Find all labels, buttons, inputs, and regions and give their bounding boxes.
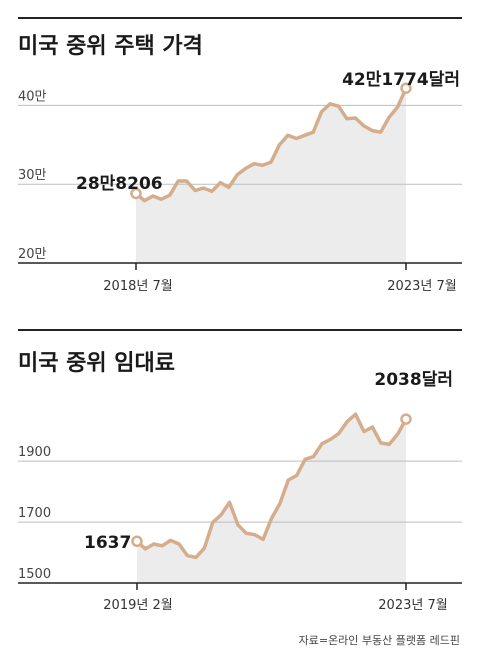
source-note: 자료=온라인 부동산 플랫폼 레드핀 [299, 634, 460, 647]
start-value-label: 28만8206 [76, 174, 163, 194]
y-tick-label: 1700 [18, 506, 51, 521]
end-point-marker [400, 82, 412, 94]
end-point-marker [400, 413, 412, 425]
x-tick-label: 2023년 7월 [387, 279, 456, 294]
series-line [135, 412, 408, 560]
x-tick-label: 2018년 7월 [103, 279, 172, 294]
y-tick-label: 1500 [18, 567, 51, 582]
y-tick-label: 40만 [18, 89, 47, 104]
chart-house-price: 미국 중위 주택 가격 40만 30만 20만 2018년 7월 2023년 7월 28만8… [18, 17, 462, 294]
y-tick-label: 20만 [18, 247, 47, 262]
x-tick-label: 2023년 7월 [378, 598, 447, 613]
y-tick-label: 30만 [18, 168, 47, 183]
end-value-label: 2038달러 [374, 369, 453, 390]
start-point-marker [130, 187, 142, 200]
chart-title: 미국 중위 주택 가격 [18, 34, 203, 59]
series-line [134, 86, 408, 203]
end-value-label: 42만1774달러 [342, 69, 460, 90]
area-fill [137, 414, 406, 583]
chart-title: 미국 중위 임대료 [18, 351, 175, 376]
y-tick-label: 1900 [18, 445, 51, 460]
start-value-label: 1637 [84, 533, 131, 553]
x-tick-label: 2019년 2월 [103, 598, 172, 613]
start-point-marker [131, 535, 143, 548]
area-fill [136, 88, 406, 263]
chart-rent: 미국 중위 임대료 1900 1700 1500 2019년 2월 2023년 7월 163… [18, 329, 462, 613]
